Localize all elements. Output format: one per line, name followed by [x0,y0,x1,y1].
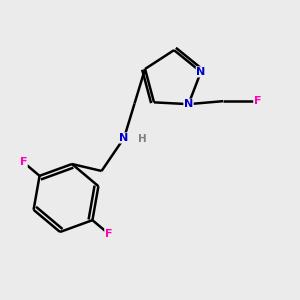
Text: F: F [20,157,27,167]
Text: N: N [196,67,206,77]
Text: N: N [184,99,193,109]
Text: H: H [138,134,146,145]
Text: N: N [119,133,129,143]
Text: F: F [254,96,261,106]
Text: F: F [105,229,112,239]
